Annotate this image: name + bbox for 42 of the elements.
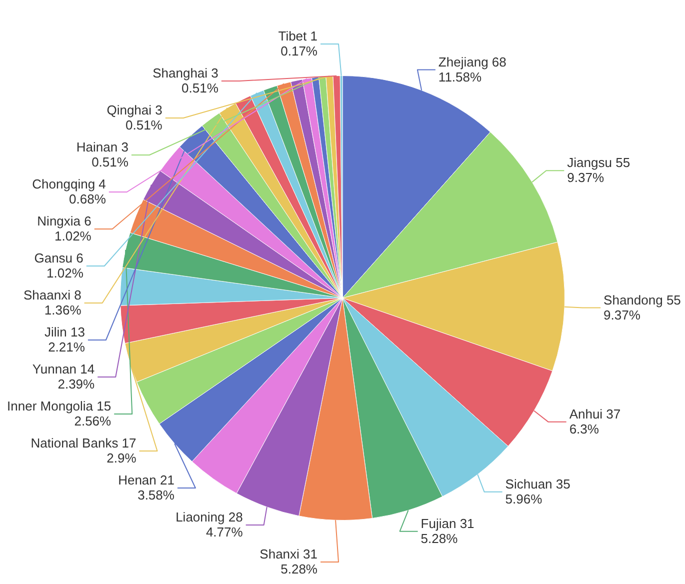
slice-label: Ningxia 6 (37, 214, 92, 229)
data-label: 4.77% (206, 524, 244, 540)
slice-label: Hainan 3 (76, 140, 128, 155)
data-label: 9.37% (604, 307, 641, 322)
data-label: 0.17% (280, 44, 318, 59)
data-label: 5.28% (420, 530, 458, 546)
slice-label: National Banks 17 (30, 436, 136, 451)
slice-label: Chongqing 4 (32, 176, 106, 192)
slice-label: Shanxi 31 (260, 546, 318, 562)
data-label: 5.96% (505, 492, 543, 507)
data-label: 2.39% (58, 376, 96, 392)
slice-label: Liaoning 28 (176, 510, 243, 525)
data-label: 0.51% (182, 80, 219, 96)
slice-label: Sichuan 35 (505, 476, 570, 492)
slice-label: Henan 21 (118, 472, 174, 488)
data-label: 11.58% (438, 69, 482, 84)
data-label: 1.02% (46, 266, 84, 281)
slice-label: Jilin 13 (44, 324, 85, 340)
slice-label: Fujian 31 (420, 516, 474, 531)
data-label: 2.21% (48, 340, 86, 355)
data-label: 0.68% (69, 192, 106, 207)
data-label: 0.51% (126, 118, 163, 133)
slice-label: Shaanxi 8 (23, 288, 82, 303)
data-label: 0.51% (92, 154, 129, 170)
slice-label: Qinghai 3 (106, 102, 162, 118)
slice-label: Yunnan 14 (32, 362, 95, 377)
slice-label: Shandong 55 (604, 292, 681, 308)
slice-label: Anhui 37 (569, 406, 621, 422)
data-label: 3.58% (138, 488, 175, 503)
slice-label: Jiangsu 55 (567, 155, 630, 170)
slice-label: Zhejiang 68 (438, 54, 506, 70)
slice-label: Tibet 1 (278, 28, 318, 44)
data-label: 9.37% (567, 170, 604, 186)
data-label: 1.36% (44, 302, 82, 318)
slice-label: Shanghai 3 (152, 66, 218, 81)
data-label: 1.02% (54, 228, 92, 244)
data-label: 5.28% (280, 562, 318, 577)
data-label: 2.56% (74, 414, 112, 429)
slice-label: Inner Mongolia 15 (7, 398, 112, 414)
data-label: 2.9% (106, 450, 137, 466)
slice-label: Gansu 6 (34, 250, 84, 266)
data-label: 6.3% (569, 422, 600, 437)
